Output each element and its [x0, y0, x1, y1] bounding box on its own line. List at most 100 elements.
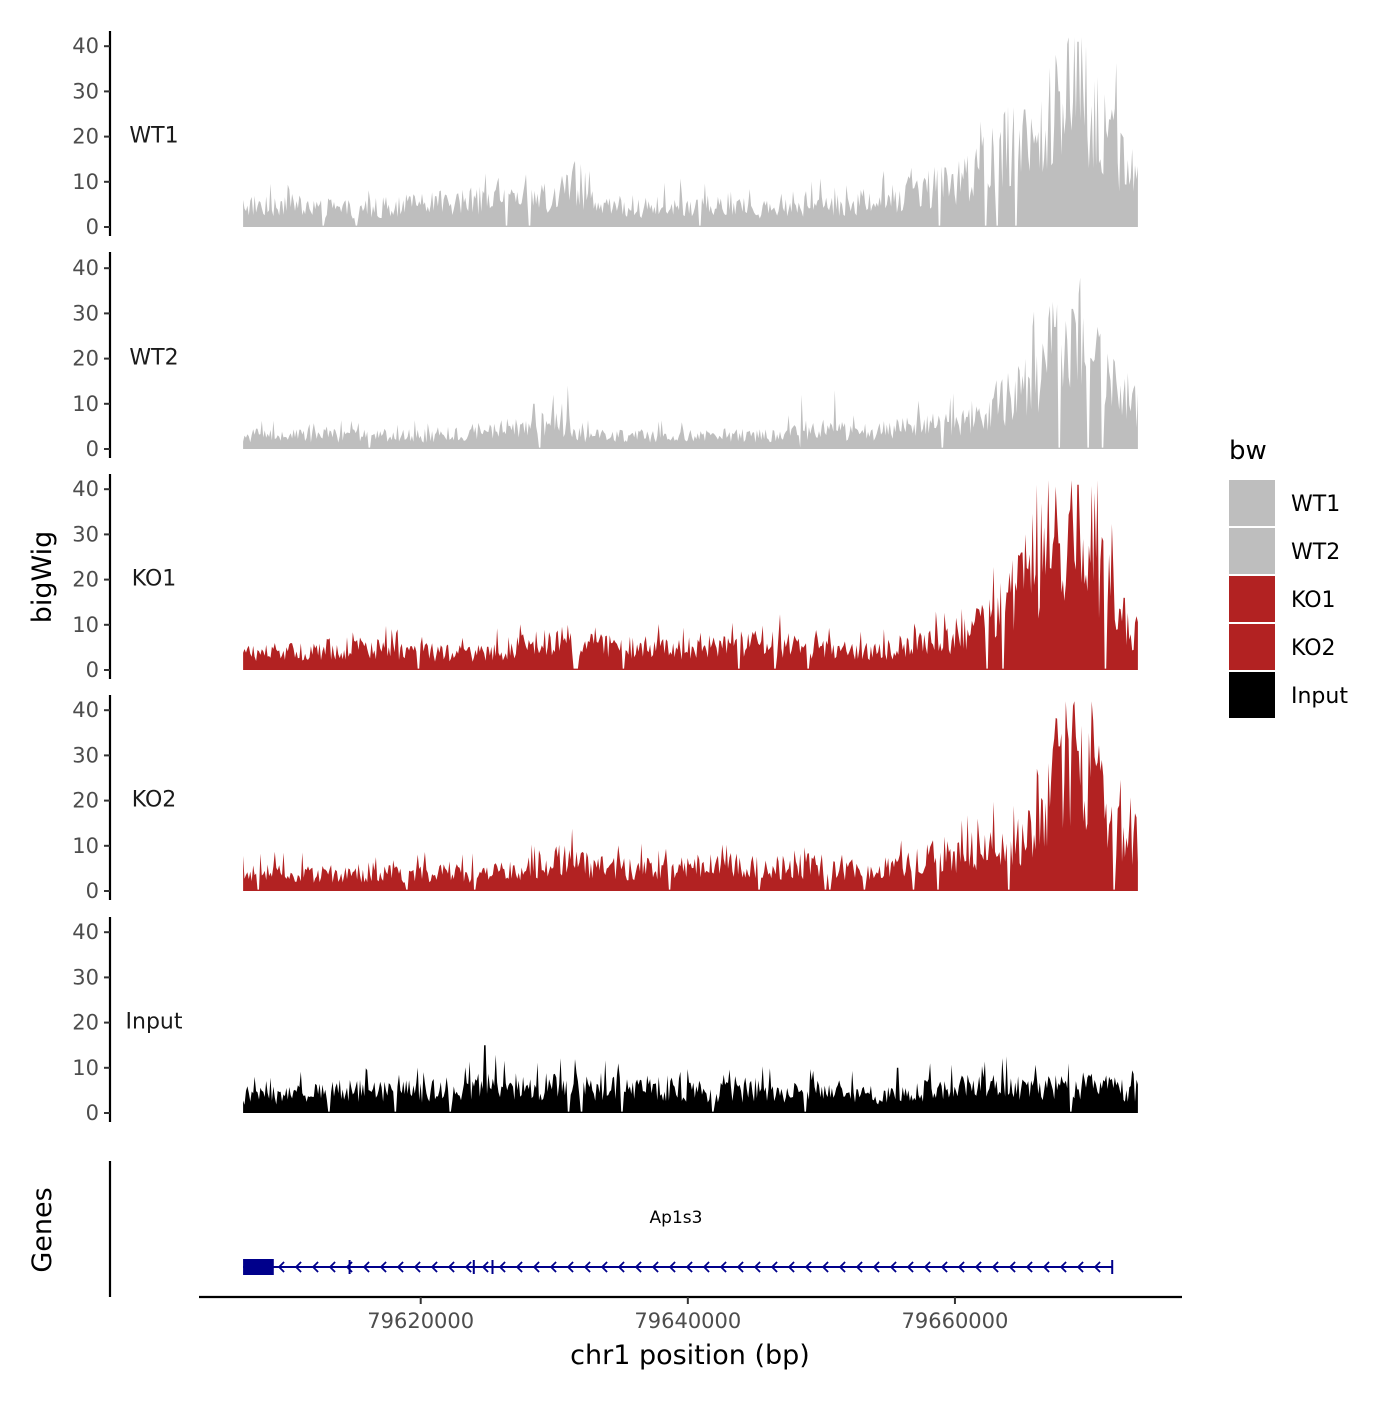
strand-arrow: [498, 1261, 506, 1273]
track-ko1: 0 10 20 30 40 KO1: [72, 474, 1138, 682]
strand-arrow: [464, 1261, 472, 1273]
legend-key-wt1: [1229, 480, 1275, 526]
y-tick-label: 40: [72, 920, 99, 944]
track-ko2: 0 10 20 30 40 KO2: [72, 695, 1138, 903]
legend-title: bw: [1229, 436, 1267, 466]
strand-arrow: [277, 1261, 285, 1273]
x-axis: chr1 position (bp) 79620000 79640000 79660…: [199, 1295, 1182, 1371]
strand-arrow: [923, 1261, 931, 1273]
strand-arrow: [566, 1261, 574, 1273]
strand-arrow: [515, 1261, 523, 1273]
strand-arrow: [906, 1261, 914, 1273]
x-axis-title: chr1 position (bp): [570, 1340, 810, 1371]
strand-arrow: [651, 1261, 659, 1273]
track-input: 0 10 20 30 40 Input: [72, 917, 1138, 1125]
legend-key-input: [1229, 672, 1275, 718]
y-tick-label: 0: [86, 1101, 99, 1125]
exon-1: [243, 1259, 274, 1275]
strand-arrow: [770, 1261, 778, 1273]
signal-area-wt1: [243, 37, 1138, 228]
strand-arrow: [787, 1261, 795, 1273]
legend-label-wt2: WT2: [1291, 540, 1340, 565]
strand-arrow: [702, 1261, 710, 1273]
strand-arrow: [549, 1261, 557, 1273]
strand-arrow: [872, 1261, 880, 1273]
exon-5: [1111, 1260, 1114, 1274]
strand-arrow: [838, 1261, 846, 1273]
strand-arrow: [736, 1261, 744, 1273]
signal-area-wt2: [243, 277, 1138, 449]
signal-area-ko1: [243, 480, 1138, 670]
y-tick-label: 0: [86, 658, 99, 682]
strand-arrow: [804, 1261, 812, 1273]
strand-arrow: [362, 1261, 370, 1273]
track-label-wt2: WT2: [129, 346, 178, 371]
strand-arrow: [974, 1261, 982, 1273]
y-tick-label: 0: [86, 879, 99, 903]
strand-arrow: [396, 1261, 404, 1273]
strand-arrow: [668, 1261, 676, 1273]
y-tick-label: 20: [72, 789, 99, 813]
track-label-wt1: WT1: [129, 124, 178, 149]
strand-arrow: [1059, 1261, 1067, 1273]
y-tick-label: 40: [72, 34, 99, 58]
strand-arrow: [991, 1261, 999, 1273]
y-tick-label: 20: [72, 568, 99, 592]
x-tick-label: 79640000: [634, 1309, 741, 1333]
y-tick-label: 30: [72, 301, 99, 325]
strand-arrow: [1093, 1261, 1101, 1273]
track-label-input: Input: [126, 1010, 183, 1035]
y-tick-label: 10: [72, 170, 99, 194]
x-tick-label: 79660000: [902, 1309, 1009, 1333]
y-axis-title: bigWig: [27, 531, 58, 624]
legend-label-wt1: WT1: [1291, 492, 1340, 517]
y-tick-label: 30: [72, 743, 99, 767]
strand-arrow: [1042, 1261, 1050, 1273]
legend-label-ko1: KO1: [1291, 588, 1336, 613]
y-tick-label: 40: [72, 698, 99, 722]
strand-arrow: [600, 1261, 608, 1273]
strand-arrow: [617, 1261, 625, 1273]
strand-arrow: [583, 1261, 591, 1273]
x-tick-label: 79620000: [367, 1309, 474, 1333]
y-tick-label: 20: [72, 1011, 99, 1035]
strand-arrow: [430, 1261, 438, 1273]
legend-label-ko2: KO2: [1291, 636, 1336, 661]
strand-arrow: [753, 1261, 761, 1273]
signal-area-ko2: [243, 701, 1138, 891]
signal-area-input: [243, 1045, 1138, 1113]
strand-arrow: [328, 1261, 336, 1273]
strand-arrow: [957, 1261, 965, 1273]
strand-arrow: [634, 1261, 642, 1273]
y-tick-label: 40: [72, 477, 99, 501]
strand-arrow: [481, 1261, 489, 1273]
y-tick-label: 10: [72, 834, 99, 858]
strand-arrow: [855, 1261, 863, 1273]
legend: bw WT1 WT2 KO1 KO2 Input: [1229, 436, 1348, 718]
exon-2: [348, 1260, 351, 1274]
y-tick-label: 0: [86, 215, 99, 239]
strand-arrow: [379, 1261, 387, 1273]
track-label-ko2: KO2: [132, 788, 177, 813]
strand-arrow: [294, 1261, 302, 1273]
strand-arrow: [413, 1261, 421, 1273]
strand-arrow: [719, 1261, 727, 1273]
y-tick-label: 20: [72, 125, 99, 149]
y-tick-label: 40: [72, 256, 99, 280]
strand-arrow: [1076, 1261, 1084, 1273]
strand-arrow: [940, 1261, 948, 1273]
strand-arrow: [532, 1261, 540, 1273]
strand-arrow: [1008, 1261, 1016, 1273]
gene-label-ap1s3: Ap1s3: [650, 1208, 703, 1228]
exon-3: [472, 1260, 475, 1274]
y-tick-label: 10: [72, 1056, 99, 1080]
track-wt2: 0 10 20 30 40 WT2: [72, 252, 1138, 461]
y-tick-label: 0: [86, 437, 99, 461]
y-tick-label: 10: [72, 613, 99, 637]
strand-arrow: [889, 1261, 897, 1273]
legend-label-input: Input: [1291, 684, 1348, 709]
strand-arrow: [685, 1261, 693, 1273]
exon-4: [491, 1260, 494, 1274]
track-wt1: 0 10 20 30 40 WT1: [72, 31, 1138, 239]
